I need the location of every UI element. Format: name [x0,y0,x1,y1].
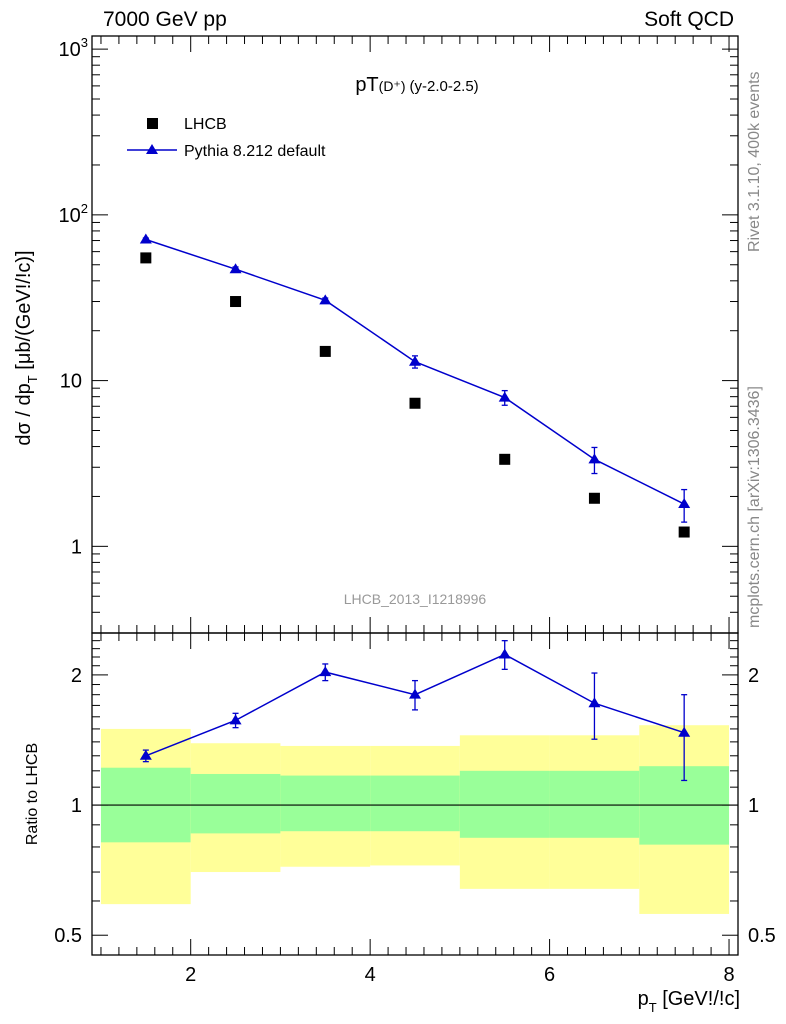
pythia-point [139,233,152,244]
pythia-point [319,294,332,305]
lhcb-data-point [319,345,331,357]
ratio-inner-band [459,770,550,838]
legend-pythia-marker [146,144,158,154]
pythia-line [145,238,685,505]
lhcb-data-point [678,526,690,538]
main-y-tick-label: 103 [59,35,88,61]
ratio-y-axis-label: Ratio to LHCB [24,743,41,845]
legend-lhcb-label: LHCB [184,116,227,133]
main-y-axis-label-tail: [μb/(GeV!/!c)] [13,250,35,375]
main-y-tick-label: 10 [60,371,82,393]
ratio-y-tick-label: 1 [71,795,82,817]
lhcb-data-point [588,492,600,504]
pythia-ratio-point [229,714,242,725]
pythia-ratio-point [678,726,691,737]
ratio-y-tick-label: 2 [71,665,82,687]
chart-title-main: pT [355,74,378,96]
pythia-ratio-point [139,749,152,760]
lhcb-data-point [230,296,242,308]
pythia-ratio-point [319,666,332,677]
lhcb-data-point [499,453,511,465]
x-tick-label: 8 [723,964,734,986]
ratio-inner-band [549,770,640,838]
ratio-inner-band [280,775,371,832]
main-y-tick-label: 102 [59,201,88,227]
chart-title-range: (y-2.0-2.5) [409,78,478,95]
header-left-label: 7000 GeV pp [103,8,227,31]
main-plot-area [139,233,691,538]
main-y-axis-label: dσ / dpT [μb/(GeV!/!c)] [13,250,40,445]
x-tick-label: 4 [365,964,376,986]
lhcb-data-point [140,252,152,264]
ratio-inner-band [190,773,281,834]
pythia-point [588,453,601,464]
x-tick-label: 6 [544,964,555,986]
pythia-ratio-point [588,697,601,708]
main-y-axis-label-main: dσ / dp [13,383,35,445]
header-right-label: Soft QCD [644,8,734,31]
pythia-ratio-point [498,648,511,659]
ratio-frame [91,632,739,956]
ratio-x-axis: 2 4 6 8 [100,633,735,986]
lhcb-data-point [409,397,421,409]
x-axis-label-sub: T [649,1000,657,1015]
chart-title-particle: (D⁺) [379,78,406,94]
analysis-watermark: LHCB_2013_I1218996 [344,591,487,607]
pythia-point [409,355,421,366]
x-tick-label: 2 [185,964,196,986]
legend-lhcb-marker [147,118,158,129]
chart-title: pT(D⁺) (y-2.0-2.5) [355,74,478,96]
ratio-y-axis: 2 2 1 1 0.5 0.5 [54,640,776,947]
main-y-tick-label: 1 [71,536,82,558]
x-axis-label: pT [GeV!/!c] [638,988,740,1015]
legend-pythia-label: Pythia 8.212 default [184,143,326,160]
pythia-point [498,391,511,402]
ratio-inner-band [370,775,460,832]
ratio-y-tick-label-right: 1 [748,795,759,817]
ratio-y-tick-label-right: 0.5 [748,925,776,947]
ratio-plot-area [92,640,738,914]
main-y-axis-label-sub: T [25,375,40,383]
pythia-ratio-point [409,688,421,699]
legend: LHCB Pythia 8.212 default [127,116,326,160]
ratio-panel: 2 2 1 1 0.5 0.5 2 4 6 8 Ratio to LHCB pT [GeV!/!… [24,632,776,1015]
main-x-axis [100,36,730,633]
ratio-y-tick-label: 0.5 [54,925,82,947]
x-axis-label-main: p [638,988,649,1010]
pythia-point [229,263,242,274]
ratio-y-tick-label-right: 2 [748,665,759,687]
x-axis-label-tail: [GeV!/!c] [657,988,740,1010]
pythia-point [678,498,691,509]
